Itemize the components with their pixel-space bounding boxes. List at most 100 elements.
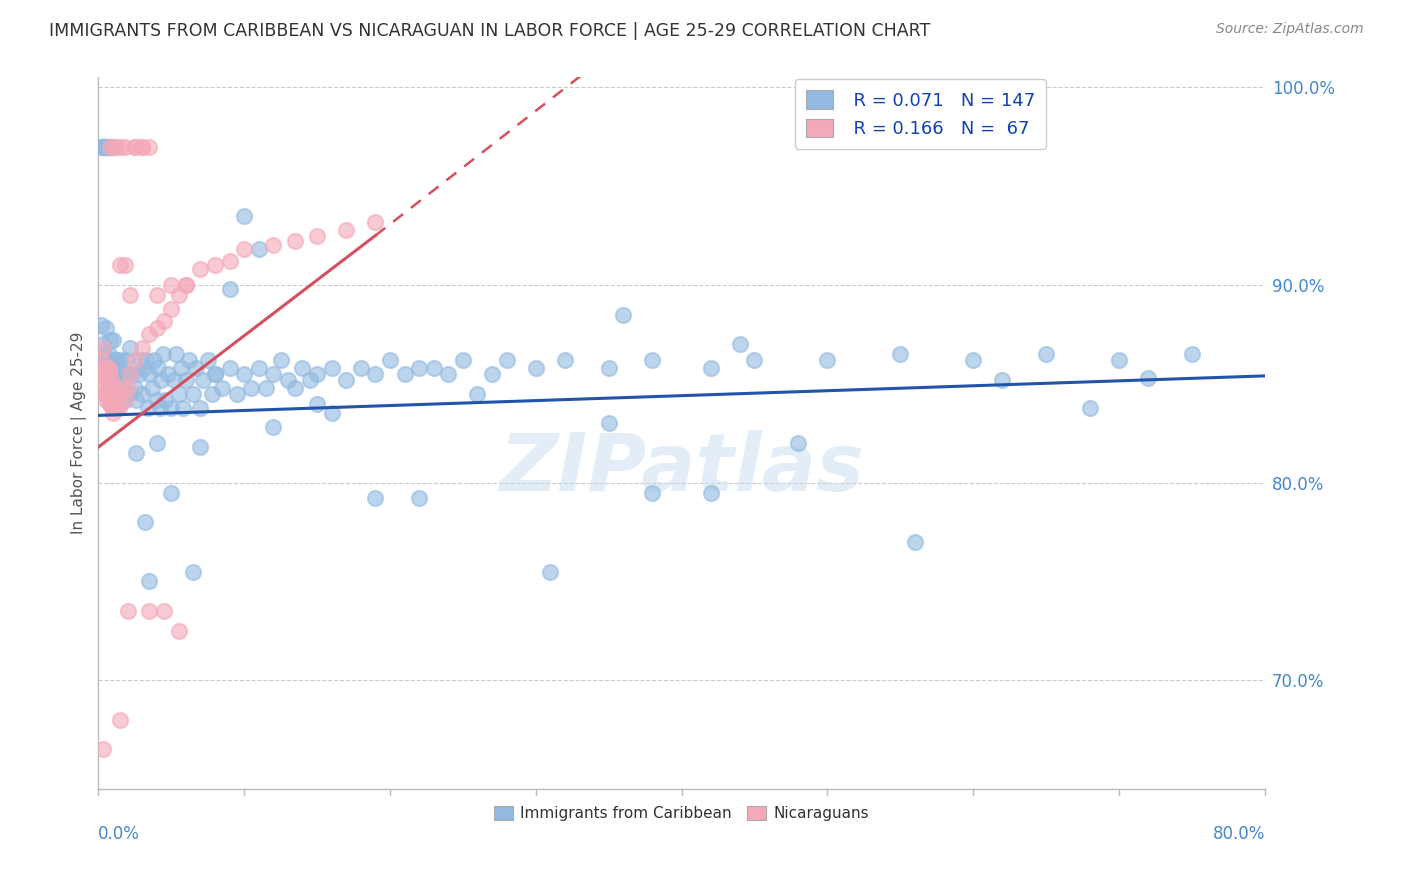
Point: [97, 381, 120, 395]
Point: [124, 353, 146, 368]
Point: [184, 361, 207, 376]
Point: [201, 386, 224, 401]
Point: [481, 367, 503, 381]
Point: [204, 367, 226, 381]
Point: [307, 228, 329, 243]
Point: [145, 436, 167, 450]
Point: [91, 139, 114, 153]
Point: [321, 407, 343, 421]
Point: [97, 361, 120, 376]
Point: [641, 353, 664, 368]
Point: [91, 381, 114, 395]
Text: ZIPatlas: ZIPatlas: [499, 430, 865, 508]
Point: [93, 139, 115, 153]
Point: [787, 436, 810, 450]
Point: [110, 386, 132, 401]
Point: [97, 347, 120, 361]
Point: [524, 361, 547, 376]
Point: [98, 367, 121, 381]
Point: [94, 386, 117, 401]
Point: [96, 386, 118, 401]
Legend: Immigrants from Caribbean, Nicaraguans: Immigrants from Caribbean, Nicaraguans: [488, 800, 875, 828]
Point: [218, 361, 240, 376]
Point: [120, 367, 142, 381]
Point: [136, 401, 159, 415]
Text: IMMIGRANTS FROM CARIBBEAN VS NICARAGUAN IN LABOR FORCE | AGE 25-29 CORRELATION C: IMMIGRANTS FROM CARIBBEAN VS NICARAGUAN …: [49, 22, 931, 40]
Point: [110, 258, 132, 272]
Point: [172, 401, 194, 415]
Point: [163, 373, 186, 387]
Point: [101, 407, 124, 421]
Point: [91, 367, 114, 381]
Point: [538, 565, 561, 579]
Point: [284, 235, 307, 249]
Point: [991, 373, 1014, 387]
Point: [225, 386, 247, 401]
Point: [90, 367, 112, 381]
Point: [98, 396, 121, 410]
Point: [101, 381, 124, 395]
Point: [291, 361, 314, 376]
Text: Source: ZipAtlas.com: Source: ZipAtlas.com: [1216, 22, 1364, 37]
Point: [904, 535, 927, 549]
Point: [157, 367, 180, 381]
Point: [118, 386, 141, 401]
Point: [90, 318, 112, 332]
Point: [103, 392, 125, 407]
Point: [962, 353, 984, 368]
Point: [700, 361, 723, 376]
Point: [112, 367, 135, 381]
Point: [218, 254, 240, 268]
Point: [91, 139, 114, 153]
Point: [149, 401, 172, 415]
Point: [233, 367, 256, 381]
Point: [91, 742, 114, 756]
Point: [233, 243, 256, 257]
Point: [177, 353, 200, 368]
Point: [1078, 401, 1101, 415]
Point: [94, 321, 117, 335]
Point: [96, 386, 118, 401]
Point: [105, 353, 128, 368]
Point: [100, 373, 122, 387]
Point: [364, 215, 387, 229]
Point: [437, 367, 460, 381]
Point: [110, 139, 132, 153]
Point: [155, 392, 177, 407]
Point: [124, 139, 146, 153]
Point: [93, 386, 115, 401]
Point: [101, 401, 124, 415]
Point: [131, 386, 153, 401]
Point: [96, 139, 118, 153]
Point: [335, 373, 357, 387]
Point: [211, 381, 233, 395]
Point: [145, 392, 167, 407]
Point: [103, 392, 125, 407]
Point: [111, 373, 134, 387]
Point: [451, 353, 474, 368]
Point: [138, 367, 160, 381]
Point: [262, 367, 284, 381]
Point: [815, 353, 838, 368]
Point: [128, 367, 150, 381]
Point: [190, 262, 212, 277]
Point: [408, 491, 430, 506]
Point: [98, 334, 121, 348]
Point: [1137, 371, 1160, 385]
Point: [262, 420, 284, 434]
Point: [111, 381, 134, 395]
Point: [98, 139, 121, 153]
Point: [167, 386, 190, 401]
Point: [307, 367, 329, 381]
Point: [117, 604, 139, 618]
Point: [93, 367, 115, 381]
Point: [141, 381, 163, 395]
Point: [408, 361, 430, 376]
Point: [125, 446, 148, 460]
Point: [321, 361, 343, 376]
Point: [262, 238, 284, 252]
Point: [93, 347, 115, 361]
Point: [107, 396, 129, 410]
Point: [170, 361, 193, 376]
Point: [700, 485, 723, 500]
